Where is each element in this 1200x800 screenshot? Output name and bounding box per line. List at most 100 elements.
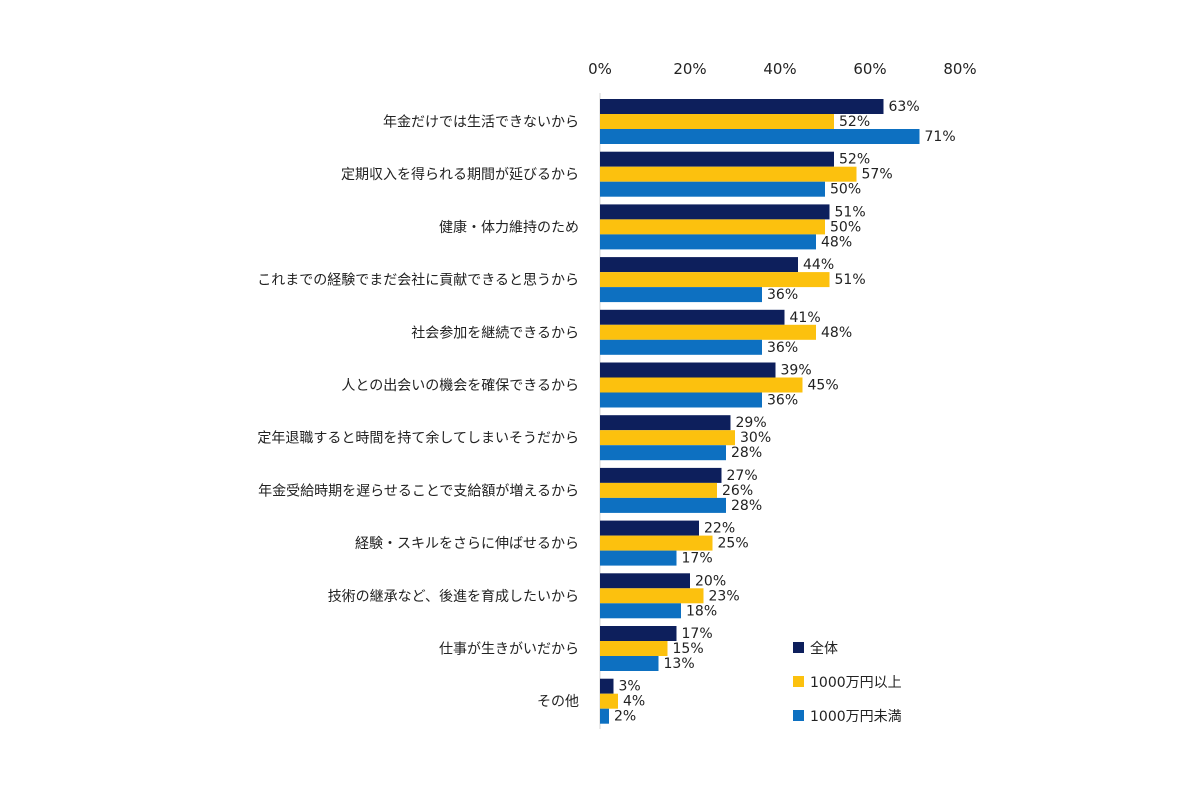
category-label: その他 <box>537 694 579 710</box>
legend-swatch <box>793 642 804 653</box>
legend-label: 全体 <box>810 640 838 657</box>
value-label: 36% <box>767 393 798 409</box>
bar <box>600 482 717 498</box>
value-label: 48% <box>821 325 852 341</box>
legend: 全体 1000万円以上 1000万円未満 <box>793 640 902 725</box>
x-tick-label: 20% <box>673 60 706 78</box>
value-label: 26% <box>722 483 753 499</box>
x-tick-label: 0% <box>588 60 612 78</box>
value-label: 51% <box>835 204 866 220</box>
legend-swatch <box>793 710 804 721</box>
bar <box>600 520 699 536</box>
category-label: 経験・スキルをさらに伸ばせるから <box>355 536 579 552</box>
bar <box>600 339 762 355</box>
value-label: 22% <box>704 521 735 537</box>
legend-label: 1000万円以上 <box>810 675 902 691</box>
value-label: 52% <box>839 114 870 130</box>
value-label: 63% <box>889 99 920 115</box>
value-label: 57% <box>862 167 893 183</box>
value-label: 36% <box>767 287 798 303</box>
value-label: 36% <box>767 340 798 356</box>
value-label: 18% <box>686 603 717 619</box>
value-label: 15% <box>673 641 704 657</box>
bar <box>600 272 830 288</box>
bar <box>600 129 920 144</box>
value-label: 2% <box>614 709 636 725</box>
value-label: 50% <box>830 182 861 198</box>
bar <box>600 550 677 566</box>
bar <box>600 415 731 431</box>
bar <box>600 151 834 167</box>
value-label: 25% <box>718 536 749 552</box>
bar <box>600 287 762 303</box>
x-axis-ticks: 0% 20% 40% 60% 80% <box>588 60 977 78</box>
category-label: 年金だけでは生活できないから <box>383 115 579 131</box>
value-label: 4% <box>623 694 645 710</box>
value-label: 45% <box>808 378 839 394</box>
bar <box>600 467 722 483</box>
value-label: 28% <box>731 445 762 461</box>
category-label: 仕事が生きがいだから <box>439 642 579 658</box>
bar <box>600 362 776 378</box>
value-label: 41% <box>790 310 821 326</box>
bar <box>600 114 834 129</box>
value-label: 29% <box>736 415 767 431</box>
value-label: 3% <box>619 679 641 695</box>
bar <box>600 588 704 604</box>
bar <box>600 219 825 235</box>
bar <box>600 392 762 408</box>
bar <box>600 573 690 589</box>
value-labels: 63%52%71%52%57%50%51%50%48%44%51%36%41%4… <box>614 99 956 725</box>
bar <box>600 204 830 220</box>
value-label: 48% <box>821 234 852 250</box>
category-label: 技術の継承など、後進を育成したいから <box>328 589 579 605</box>
bar <box>600 99 884 114</box>
value-label: 44% <box>803 257 834 273</box>
x-tick-label: 80% <box>943 60 976 78</box>
value-label: 50% <box>830 219 861 235</box>
value-label: 27% <box>727 468 758 484</box>
bar <box>600 309 785 325</box>
bar <box>600 641 668 656</box>
bar <box>600 708 609 724</box>
category-label: 健康・体力維持のため <box>439 219 579 236</box>
value-label: 52% <box>839 152 870 168</box>
category-label: 年金受給時期を遅らせることで支給額が増えるから <box>258 483 579 499</box>
category-label: 社会参加を継続できるから <box>411 324 579 341</box>
bar <box>600 257 798 273</box>
x-tick-label: 40% <box>763 60 796 78</box>
bar <box>600 377 803 393</box>
bar <box>600 693 618 709</box>
category-labels: 年金だけでは生活できないから定期収入を得られる期間が延びるから健康・体力維持のた… <box>257 115 579 711</box>
legend-label: 1000万円未満 <box>810 709 902 725</box>
bar <box>600 626 677 641</box>
legend-swatch <box>793 676 804 687</box>
category-label: 定期収入を得られる期間が延びるから <box>341 166 579 183</box>
bar <box>600 234 816 250</box>
bar <box>600 678 614 694</box>
category-label: 人との出会いの機会を確保できるから <box>341 378 579 394</box>
value-label: 39% <box>781 363 812 379</box>
category-label: これまでの経験でまだ会社に貢献できると思うから <box>257 273 579 289</box>
bar <box>600 535 713 551</box>
value-label: 13% <box>664 656 695 672</box>
bar <box>600 445 726 461</box>
value-label: 28% <box>731 498 762 514</box>
bar <box>600 181 825 197</box>
x-tick-label: 60% <box>853 60 886 78</box>
value-label: 30% <box>740 430 771 446</box>
value-label: 17% <box>682 626 713 642</box>
value-label: 20% <box>695 573 726 589</box>
bar <box>600 324 816 340</box>
value-label: 71% <box>925 129 956 145</box>
bar <box>600 603 681 619</box>
bar <box>600 497 726 513</box>
category-label: 定年退職すると時間を持て余してしまいそうだから <box>257 430 579 447</box>
bar <box>600 166 857 182</box>
value-label: 51% <box>835 272 866 288</box>
value-label: 23% <box>709 588 740 604</box>
value-label: 17% <box>682 551 713 567</box>
bars <box>600 99 920 724</box>
bar <box>600 656 659 671</box>
